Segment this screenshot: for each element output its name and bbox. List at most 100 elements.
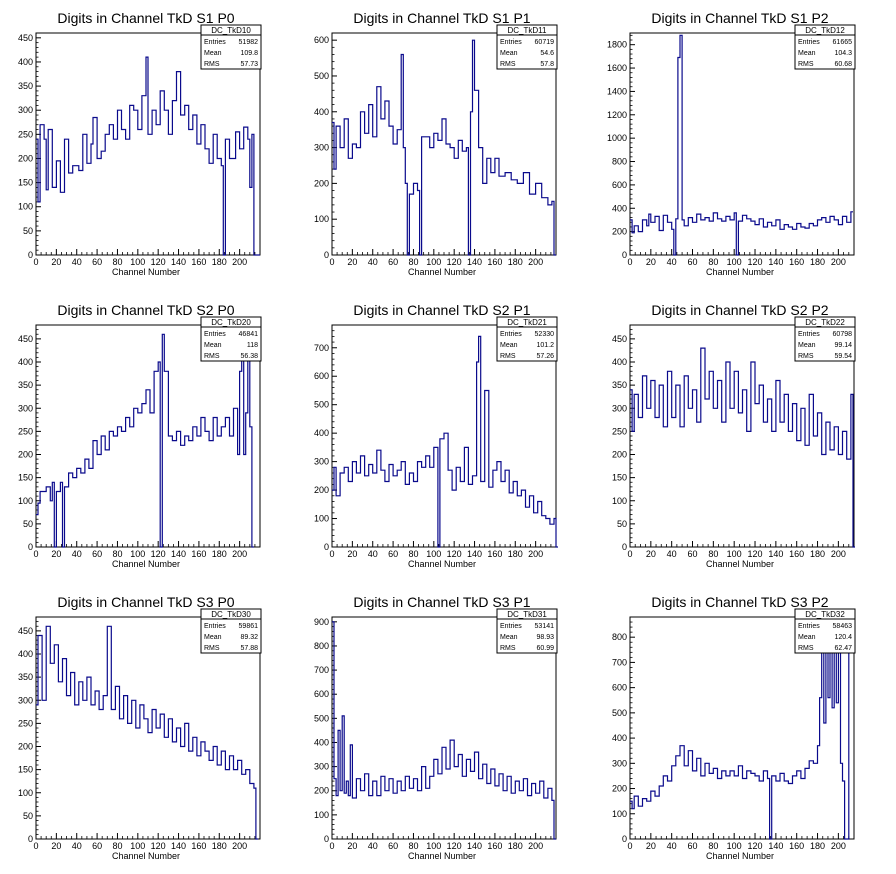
- stats-box: [200, 608, 262, 654]
- x-tick-label: 120: [748, 841, 763, 851]
- x-tick-label: 200: [232, 549, 247, 559]
- x-tick-label: 160: [789, 257, 804, 267]
- y-tick-label: 0: [324, 250, 329, 260]
- stats-label: RMS: [500, 353, 516, 360]
- x-tick-label: 20: [347, 841, 357, 851]
- y-tick-label: 200: [18, 153, 33, 163]
- x-tick-label: 80: [112, 257, 122, 267]
- stats-label: Mean: [204, 342, 222, 349]
- x-axis-label: Channel Number: [706, 559, 774, 569]
- x-tick-label: 0: [329, 257, 334, 267]
- x-tick-label: 80: [708, 549, 718, 559]
- y-tick-label: 300: [18, 403, 33, 413]
- y-tick-label: 300: [18, 105, 33, 115]
- x-tick-label: 40: [72, 549, 82, 559]
- chart-panel-5: Digits in Channel TkD S2 P10100200300400…: [314, 302, 558, 569]
- histogram-series: [36, 625, 258, 840]
- x-tick-label: 120: [748, 257, 763, 267]
- x-tick-label: 60: [92, 841, 102, 851]
- y-tick-label: 900: [314, 617, 329, 627]
- stats-box: [496, 316, 558, 362]
- stats-label: Entries: [798, 331, 820, 338]
- y-tick-label: 500: [314, 713, 329, 723]
- x-tick-label: 160: [191, 257, 206, 267]
- x-tick-label: 100: [426, 549, 441, 559]
- x-tick-label: 20: [51, 549, 61, 559]
- x-tick-label: 200: [831, 549, 846, 559]
- stats-box: [794, 24, 856, 70]
- stats-label: Mean: [204, 634, 222, 641]
- x-tick-label: 0: [33, 549, 38, 559]
- x-tick-label: 0: [627, 257, 632, 267]
- x-tick-label: 120: [447, 549, 462, 559]
- y-tick-label: 450: [612, 334, 627, 344]
- y-tick-label: 0: [28, 834, 33, 844]
- histogram-series: [332, 39, 556, 256]
- x-tick-label: 0: [33, 841, 38, 851]
- y-tick-label: 0: [622, 542, 627, 552]
- stats-value: 98.93: [536, 634, 554, 641]
- x-tick-label: 80: [408, 549, 418, 559]
- y-tick-label: 50: [23, 811, 33, 821]
- x-tick-label: 100: [426, 841, 441, 851]
- x-tick-label: 200: [528, 257, 543, 267]
- y-tick-label: 150: [18, 765, 33, 775]
- x-tick-label: 0: [627, 841, 632, 851]
- y-tick-label: 100: [612, 496, 627, 506]
- y-tick-label: 200: [612, 784, 627, 794]
- x-tick-label: 180: [810, 549, 825, 559]
- x-tick-label: 100: [727, 841, 742, 851]
- x-tick-label: 60: [388, 841, 398, 851]
- y-tick-label: 400: [18, 357, 33, 367]
- y-tick-label: 400: [612, 357, 627, 367]
- stats-label: Mean: [500, 50, 518, 57]
- x-tick-label: 20: [646, 257, 656, 267]
- y-tick-label: 350: [18, 672, 33, 682]
- y-tick-label: 600: [314, 35, 329, 45]
- x-tick-label: 0: [329, 549, 334, 559]
- x-tick-label: 180: [508, 841, 523, 851]
- stats-name: DC_TkD22: [805, 318, 845, 327]
- stats-name: DC_TkD30: [211, 610, 251, 619]
- x-tick-label: 140: [768, 549, 783, 559]
- y-tick-label: 200: [612, 450, 627, 460]
- x-tick-label: 160: [191, 841, 206, 851]
- y-tick-label: 800: [314, 641, 329, 651]
- x-tick-label: 140: [467, 549, 482, 559]
- stats-label: Entries: [798, 623, 820, 630]
- stats-label: Mean: [204, 50, 222, 57]
- y-tick-label: 800: [612, 632, 627, 642]
- y-tick-label: 100: [18, 496, 33, 506]
- x-tick-label: 60: [388, 257, 398, 267]
- y-tick-label: 300: [314, 457, 329, 467]
- y-tick-label: 300: [314, 762, 329, 772]
- x-axis-label: Channel Number: [706, 267, 774, 277]
- stats-name: DC_TkD32: [805, 610, 845, 619]
- x-axis-label: Channel Number: [408, 851, 476, 861]
- stats-name: DC_TkD11: [508, 26, 548, 35]
- x-tick-label: 180: [810, 257, 825, 267]
- x-tick-label: 0: [329, 841, 334, 851]
- y-tick-label: 300: [612, 403, 627, 413]
- y-tick-label: 200: [314, 485, 329, 495]
- x-tick-label: 200: [528, 841, 543, 851]
- y-tick-label: 50: [23, 226, 33, 236]
- chart-title: Digits in Channel TkD S1 P1: [353, 10, 530, 26]
- y-tick-label: 250: [18, 718, 33, 728]
- stats-box: [200, 24, 262, 70]
- y-tick-label: 50: [23, 519, 33, 529]
- x-tick-label: 140: [768, 257, 783, 267]
- x-tick-label: 40: [667, 257, 677, 267]
- stats-label: RMS: [798, 353, 814, 360]
- stats-label: RMS: [798, 61, 814, 68]
- x-tick-label: 80: [112, 841, 122, 851]
- chart-title: Digits in Channel TkD S2 P2: [651, 302, 828, 318]
- stats-box: [496, 24, 558, 70]
- histogram-series: [332, 621, 556, 840]
- y-tick-label: 600: [314, 371, 329, 381]
- y-tick-label: 200: [612, 227, 627, 237]
- stats-label: Entries: [798, 39, 820, 46]
- y-tick-label: 0: [28, 250, 33, 260]
- y-tick-label: 300: [314, 143, 329, 153]
- stats-value: 51982: [239, 39, 259, 46]
